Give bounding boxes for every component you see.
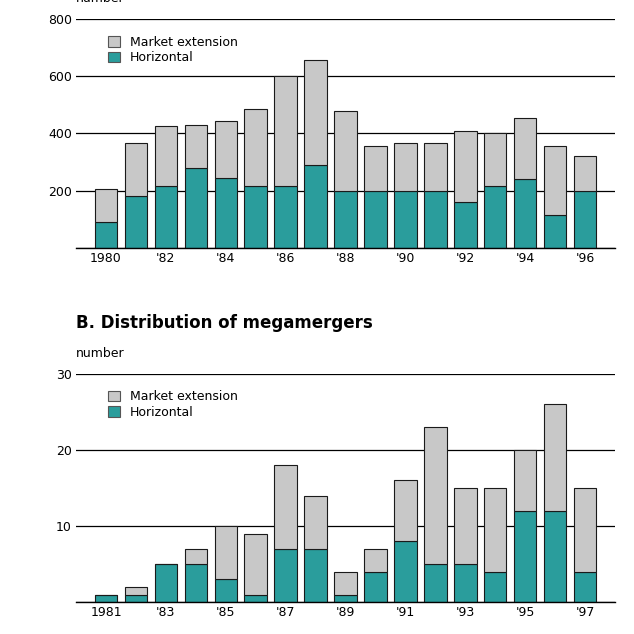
Legend: Market extension, Horizontal: Market extension, Horizontal xyxy=(104,387,242,423)
Bar xyxy=(394,191,417,248)
Bar xyxy=(95,595,117,602)
Bar xyxy=(514,450,536,511)
Bar xyxy=(334,572,357,595)
Bar xyxy=(574,191,596,248)
Bar xyxy=(574,156,596,191)
Bar xyxy=(484,488,507,572)
Bar xyxy=(184,125,207,168)
Bar xyxy=(95,222,117,248)
Bar xyxy=(514,511,536,602)
Bar xyxy=(484,133,507,186)
Text: B. Distribution of megamergers: B. Distribution of megamergers xyxy=(76,314,373,332)
Bar xyxy=(95,189,117,222)
Bar xyxy=(214,526,237,579)
Bar xyxy=(125,587,147,595)
Bar xyxy=(304,496,327,549)
Bar xyxy=(574,572,596,602)
Bar xyxy=(184,549,207,564)
Bar xyxy=(334,595,357,602)
Bar xyxy=(275,549,297,602)
Bar xyxy=(544,511,566,602)
Bar xyxy=(304,165,327,248)
Bar xyxy=(304,60,327,165)
Bar xyxy=(214,120,237,178)
Bar xyxy=(454,488,477,564)
Bar xyxy=(304,549,327,602)
Bar xyxy=(184,168,207,248)
Bar xyxy=(334,191,357,248)
Bar xyxy=(365,146,387,191)
Bar xyxy=(275,465,297,549)
Bar xyxy=(514,179,536,248)
Bar xyxy=(245,109,267,186)
Bar xyxy=(365,191,387,248)
Bar xyxy=(424,427,446,564)
Bar xyxy=(514,118,536,179)
Bar xyxy=(275,186,297,248)
Bar xyxy=(125,197,147,248)
Bar xyxy=(214,178,237,248)
Bar xyxy=(155,126,177,186)
Bar xyxy=(275,76,297,186)
Bar xyxy=(484,186,507,248)
Bar xyxy=(155,564,177,602)
Bar xyxy=(544,404,566,511)
Bar xyxy=(245,186,267,248)
Bar xyxy=(544,146,566,215)
Bar xyxy=(424,143,446,191)
Bar xyxy=(125,595,147,602)
Bar xyxy=(245,534,267,595)
Bar xyxy=(125,143,147,197)
Bar xyxy=(334,110,357,191)
Bar xyxy=(245,595,267,602)
Text: number: number xyxy=(76,0,125,5)
Bar xyxy=(365,549,387,572)
Bar xyxy=(184,564,207,602)
Bar xyxy=(454,564,477,602)
Text: number: number xyxy=(76,347,125,360)
Bar xyxy=(394,143,417,191)
Bar xyxy=(574,488,596,572)
Bar xyxy=(424,191,446,248)
Bar xyxy=(394,541,417,602)
Legend: Market extension, Horizontal: Market extension, Horizontal xyxy=(104,32,242,68)
Bar xyxy=(155,186,177,248)
Bar xyxy=(214,579,237,602)
Bar xyxy=(365,572,387,602)
Bar xyxy=(394,481,417,541)
Bar xyxy=(454,131,477,202)
Bar xyxy=(454,202,477,248)
Bar xyxy=(424,564,446,602)
Bar xyxy=(484,572,507,602)
Bar xyxy=(544,215,566,248)
